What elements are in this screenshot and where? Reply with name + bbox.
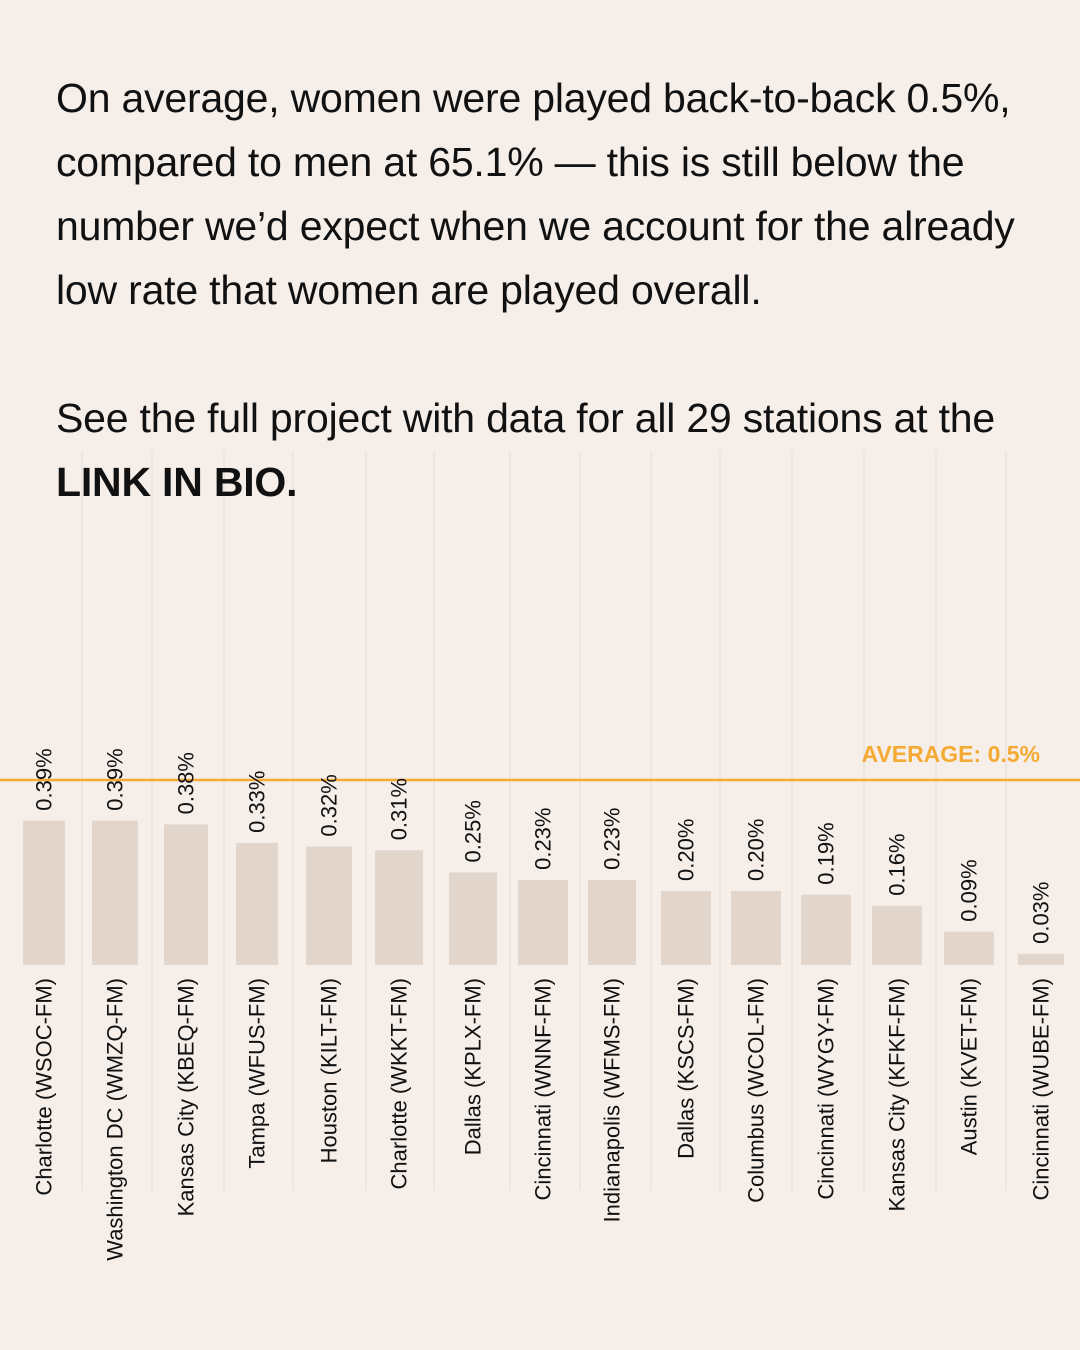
category-label-4: Houston (KILT-FM) <box>317 978 342 1163</box>
gridlines <box>81 452 1007 1190</box>
category-label-1: Washington DC (WMZQ-FM) <box>103 978 128 1261</box>
bar-0 <box>23 820 65 965</box>
value-label-9: 0.20% <box>674 819 699 881</box>
intro-paragraph: On average, women were played back-to-ba… <box>56 75 1015 313</box>
bar-2 <box>164 824 208 965</box>
value-label-11: 0.19% <box>814 822 839 884</box>
category-label-2: Kansas City (KBEQ-FM) <box>174 978 199 1216</box>
value-label-8: 0.23% <box>600 808 625 870</box>
category-label-12: Kansas City (KFKF-FM) <box>885 978 910 1211</box>
value-label-14: 0.03% <box>1029 882 1054 944</box>
bars <box>23 820 1064 965</box>
category-label-14: Cincinnati (WUBE-FM) <box>1029 978 1054 1200</box>
bar-13 <box>944 931 994 965</box>
call-to-action: See the full project with data for all 2… <box>56 386 1036 514</box>
category-label-8: Indianapolis (WFMS-FM) <box>600 978 625 1222</box>
category-label-11: Cincinnati (WYGY-FM) <box>814 978 839 1200</box>
bar-12 <box>872 905 922 965</box>
bar-5 <box>375 850 423 965</box>
bar-4 <box>306 846 352 965</box>
value-label-0: 0.39% <box>32 748 57 810</box>
category-label-3: Tampa (WFUS-FM) <box>245 978 270 1169</box>
category-label-6: Dallas (KPLX-FM) <box>461 978 486 1155</box>
value-label-2: 0.38% <box>174 752 199 814</box>
link-in-bio[interactable]: LINK IN BIO. <box>56 459 298 505</box>
bar-8 <box>588 879 636 965</box>
category-label-5: Charlotte (WKKT-FM) <box>387 978 412 1189</box>
value-label-1: 0.39% <box>103 748 128 810</box>
category-label-10: Columbus (WCOL-FM) <box>744 978 769 1203</box>
value-label-7: 0.23% <box>531 808 556 870</box>
average-marker: AVERAGE: 0.5% <box>0 741 1080 782</box>
value-label-13: 0.09% <box>957 859 982 921</box>
value-label-12: 0.16% <box>885 833 910 895</box>
bar-7 <box>518 879 568 965</box>
value-label-4: 0.32% <box>317 774 342 836</box>
bar-1 <box>92 820 138 965</box>
category-labels: Charlotte (WSOC-FM) Washington DC (WMZQ-F… <box>32 978 1054 1261</box>
cta-text: See the full project with data for all 2… <box>56 395 995 441</box>
category-label-9: Dallas (KSCS-FM) <box>674 978 699 1159</box>
value-label-5: 0.31% <box>387 778 412 840</box>
category-label-7: Cincinnati (WNNF-FM) <box>531 978 556 1200</box>
value-label-10: 0.20% <box>744 819 769 881</box>
value-label-3: 0.33% <box>245 771 270 833</box>
bar-10 <box>731 891 781 965</box>
value-label-6: 0.25% <box>461 800 486 862</box>
value-labels: 0.39% 0.39% 0.38% 0.33% 0.32% 0.31% 0.25% 0.23%… <box>32 748 1054 944</box>
bar-14 <box>1018 953 1064 965</box>
average-label: AVERAGE: 0.5% <box>861 741 1040 767</box>
category-label-13: Austin (KVET-FM) <box>957 978 982 1155</box>
bar-9 <box>661 891 711 965</box>
category-label-0: Charlotte (WSOC-FM) <box>32 978 57 1196</box>
bar-3 <box>236 842 278 965</box>
bar-11 <box>801 894 851 965</box>
bar-6 <box>449 872 497 965</box>
